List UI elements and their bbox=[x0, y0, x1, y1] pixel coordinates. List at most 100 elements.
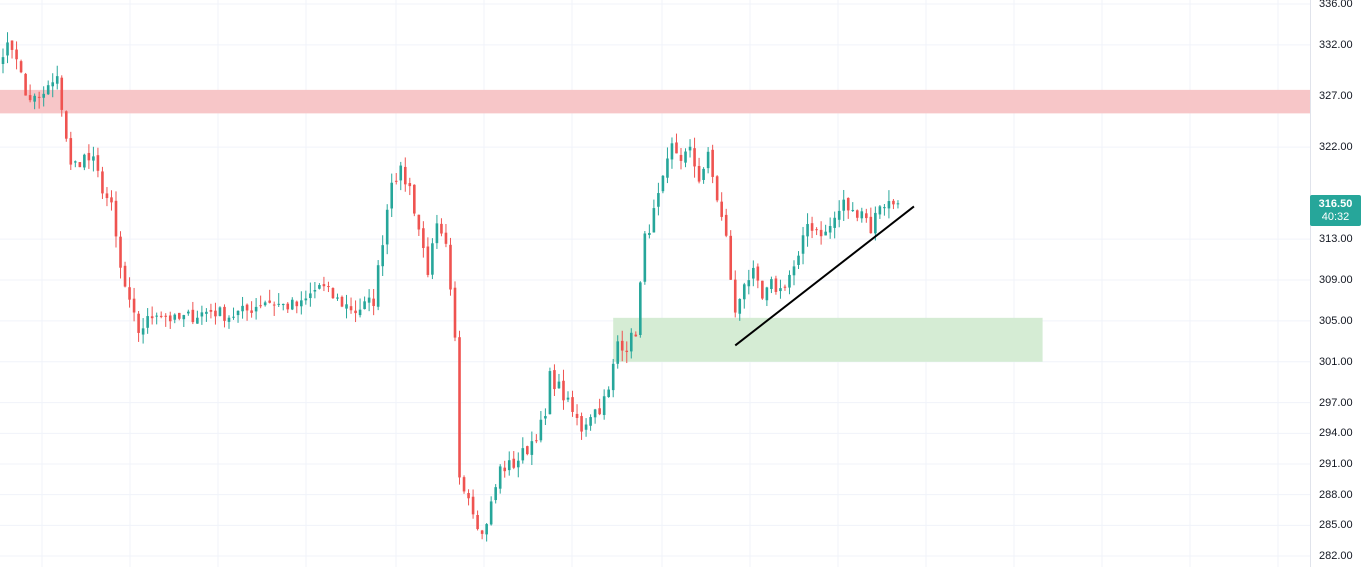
candle-body bbox=[309, 293, 312, 299]
candle-body bbox=[878, 206, 882, 215]
candle bbox=[702, 167, 705, 184]
candle-body bbox=[824, 231, 827, 236]
candle-body bbox=[64, 111, 68, 139]
candle-body bbox=[200, 312, 204, 317]
price-tick-label: 327.00 bbox=[1319, 90, 1353, 102]
candle bbox=[92, 146, 95, 172]
candle-body bbox=[37, 96, 41, 98]
candle bbox=[697, 157, 701, 184]
candle bbox=[458, 330, 461, 485]
candle-body bbox=[268, 300, 271, 303]
candle bbox=[422, 221, 425, 258]
candle bbox=[779, 279, 782, 299]
candle bbox=[340, 295, 344, 308]
candle bbox=[250, 301, 253, 318]
candle bbox=[589, 414, 592, 431]
candle bbox=[566, 391, 570, 403]
candle bbox=[96, 147, 100, 178]
candle-body bbox=[74, 161, 77, 163]
candle bbox=[74, 160, 77, 168]
candle-body bbox=[629, 332, 633, 352]
candle-body bbox=[489, 501, 493, 525]
candle-body bbox=[801, 235, 805, 254]
candle bbox=[602, 389, 606, 420]
candle-body bbox=[512, 458, 516, 468]
price-axis[interactable]: 336.00 332.00 327.00 322.00 313.00 309.00 305.… bbox=[1310, 0, 1363, 567]
candle-body bbox=[286, 303, 290, 310]
candle bbox=[345, 294, 348, 319]
candle bbox=[431, 238, 434, 280]
candle bbox=[245, 303, 249, 321]
candle bbox=[187, 309, 190, 316]
candle-body bbox=[110, 197, 113, 203]
last-price-badge: 316.50 40:32 bbox=[1310, 195, 1361, 227]
candle-body bbox=[498, 466, 502, 489]
candle-body bbox=[657, 193, 660, 207]
candle-body bbox=[458, 337, 461, 478]
candle-body bbox=[507, 460, 511, 471]
candle-body bbox=[675, 142, 678, 154]
candle bbox=[724, 208, 728, 238]
candle-body bbox=[580, 416, 583, 432]
candle bbox=[720, 192, 723, 221]
candle-body bbox=[652, 208, 656, 233]
candle-body bbox=[51, 82, 55, 87]
candle-body bbox=[431, 243, 434, 275]
candle bbox=[272, 301, 276, 316]
candle-body bbox=[227, 317, 231, 322]
candle bbox=[385, 204, 389, 255]
candle-body bbox=[476, 514, 479, 530]
candle-body bbox=[851, 209, 855, 211]
candle bbox=[119, 231, 122, 279]
candle bbox=[304, 290, 308, 305]
candle bbox=[684, 148, 687, 168]
candle-body bbox=[132, 298, 136, 313]
candle-body bbox=[300, 300, 303, 307]
candle-body bbox=[869, 216, 873, 234]
candle bbox=[1, 48, 5, 74]
candle bbox=[223, 304, 226, 328]
candle bbox=[693, 137, 696, 178]
candle-body bbox=[679, 154, 683, 161]
price-tick-label: 305.00 bbox=[1319, 314, 1353, 327]
candle bbox=[896, 200, 900, 209]
candle-body bbox=[837, 210, 841, 220]
candle bbox=[173, 313, 177, 324]
candle-body bbox=[78, 162, 82, 168]
candle-body bbox=[494, 487, 497, 501]
candle-body bbox=[842, 199, 846, 211]
candle bbox=[810, 216, 814, 239]
candle-body bbox=[697, 165, 701, 182]
candle-body bbox=[440, 223, 443, 234]
candle-body bbox=[390, 182, 394, 209]
candle bbox=[200, 305, 204, 325]
candle bbox=[168, 311, 172, 329]
candle-body bbox=[322, 284, 326, 287]
candle-body bbox=[865, 213, 868, 219]
candle bbox=[55, 65, 59, 90]
candle-body bbox=[711, 149, 714, 177]
candle-body bbox=[634, 334, 638, 337]
price-tick-label: 291.00 bbox=[1319, 458, 1353, 470]
candle bbox=[28, 84, 32, 103]
candle-body bbox=[417, 214, 421, 230]
candle-body bbox=[526, 446, 529, 455]
candle-body bbox=[159, 315, 163, 317]
candle bbox=[363, 296, 366, 310]
candle bbox=[101, 166, 104, 199]
candle-body bbox=[765, 287, 769, 301]
candle bbox=[679, 148, 683, 170]
price-tick-label: 313.00 bbox=[1319, 233, 1353, 246]
plot-area[interactable] bbox=[0, 0, 1310, 567]
candle-body bbox=[187, 311, 190, 314]
candle-body bbox=[611, 363, 615, 391]
candle-body bbox=[146, 316, 149, 328]
candle-body bbox=[688, 146, 692, 151]
candle-body bbox=[218, 307, 222, 316]
candle-body bbox=[607, 389, 610, 398]
candle bbox=[277, 293, 281, 307]
candle-body bbox=[516, 460, 520, 468]
candle bbox=[593, 408, 597, 424]
candle bbox=[752, 260, 755, 287]
